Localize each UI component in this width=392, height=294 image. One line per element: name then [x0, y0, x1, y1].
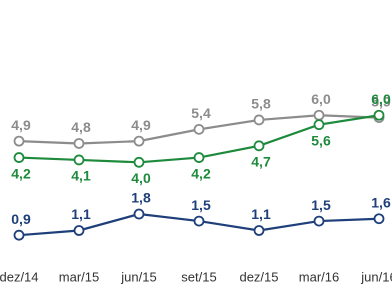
- data-label: 4,2: [191, 165, 211, 181]
- x-tick-label: mar/15: [59, 269, 99, 284]
- data-label: 1,1: [251, 206, 271, 222]
- data-point: [313, 215, 325, 227]
- x-tick-label: set/15: [181, 269, 216, 284]
- data-point: [193, 215, 205, 227]
- data-label: 1,8: [131, 190, 151, 206]
- data-point: [313, 109, 325, 121]
- data-label: 5,8: [251, 96, 271, 112]
- data-point: [133, 208, 145, 220]
- data-label: 4,9: [11, 117, 31, 133]
- data-point: [373, 109, 385, 121]
- data-point: [13, 135, 25, 147]
- data-label: 1,5: [311, 197, 331, 213]
- data-label: 4,7: [251, 154, 271, 170]
- data-point: [73, 138, 85, 149]
- data-label: 1,5: [191, 197, 211, 213]
- data-label: 5,6: [311, 132, 331, 148]
- data-label: 1,1: [71, 206, 91, 222]
- data-point: [253, 114, 265, 126]
- data-label: 1,6: [371, 194, 391, 210]
- data-label: 6,0: [311, 91, 331, 107]
- data-point: [13, 152, 25, 163]
- x-tick-label: mar/16: [299, 269, 339, 284]
- data-point: [133, 156, 145, 168]
- data-label: 5,4: [191, 105, 211, 121]
- x-tick-label: jun/15: [120, 269, 156, 284]
- data-point: [193, 152, 205, 163]
- data-point: [13, 229, 25, 241]
- data-point: [373, 213, 385, 225]
- data-label: 4,2: [11, 165, 31, 181]
- data-label: 4,1: [71, 168, 91, 184]
- x-tick-label: dez/14: [0, 269, 39, 284]
- data-point: [133, 135, 145, 147]
- data-label: 6,0: [371, 91, 391, 107]
- x-tick-label: dez/15: [239, 269, 278, 284]
- data-label: 5,9: [371, 93, 391, 109]
- data-label: 4,0: [131, 170, 151, 186]
- data-label: 4,8: [71, 119, 91, 135]
- data-point: [253, 225, 265, 236]
- data-point: [193, 123, 205, 135]
- data-point: [73, 154, 85, 166]
- data-point: [253, 140, 265, 152]
- data-label: 0,9: [11, 211, 31, 227]
- data-point: [73, 225, 85, 236]
- data-point: [313, 119, 325, 131]
- x-tick-label: jun/16: [360, 269, 392, 284]
- data-label: 4,9: [131, 117, 151, 133]
